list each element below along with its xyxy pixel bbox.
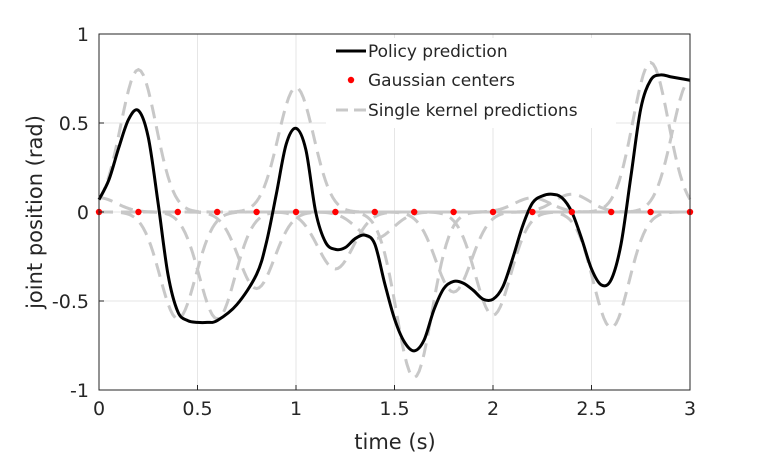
gaussian-center-point: [489, 208, 497, 216]
legend-marker-centers: [347, 76, 355, 84]
x-tick-label: 1.5: [379, 398, 409, 420]
x-tick-label: 2: [487, 398, 499, 420]
y-tick-label: -0.5: [52, 291, 89, 313]
policy-prediction-line: [97, 73, 691, 353]
gaussian-center-point: [332, 208, 339, 216]
gaussian-center-point: [174, 208, 181, 216]
y-tick-label: 1: [77, 24, 89, 46]
kernel-line-3: [99, 210, 690, 321]
gaussian-center-point: [608, 208, 615, 216]
y-axis-label: joint position (rad): [23, 115, 47, 310]
gaussian-center-point: [568, 208, 575, 216]
x-axis-label: time (s): [354, 430, 435, 454]
gaussian-center-point: [411, 208, 418, 216]
y-tick-labels: 1 0.5 0 -0.5 -1: [52, 24, 104, 402]
legend-label-policy: Policy prediction: [368, 42, 508, 62]
kernel-line-15: [99, 78, 691, 214]
x-tick-labels: 0 0.5 1 1.5 2 2.5 3: [93, 385, 696, 420]
gaussian-center-point: [529, 208, 536, 216]
y-tick-label: -1: [70, 380, 89, 402]
policy-line-group: [97, 73, 691, 353]
gaussian-center-point: [253, 208, 260, 216]
x-tick-label: 2.5: [576, 398, 606, 420]
gaussian-center-point: [647, 208, 654, 216]
gaussian-center-point: [214, 208, 221, 216]
gaussian-center-point: [371, 208, 378, 216]
single-kernel-lines: [97, 60, 692, 380]
gaussian-center-point: [450, 208, 457, 216]
legend-box: [326, 38, 616, 128]
y-tick-label: 0.5: [59, 113, 89, 135]
legend: Policy prediction Gaussian centers Singl…: [326, 38, 616, 128]
gaussian-center-markers: [95, 208, 694, 216]
y-tick-label: 0: [77, 202, 89, 224]
gaussian-center-point: [135, 208, 142, 216]
gaussian-center-point: [292, 208, 300, 216]
x-tick-label: 3: [684, 398, 696, 420]
x-tick-label: 1: [290, 398, 302, 420]
x-tick-label: 0.5: [182, 398, 212, 420]
legend-label-centers: Gaussian centers: [368, 71, 515, 91]
x-tick-label: 0: [93, 398, 105, 420]
legend-label-kernels: Single kernel predictions: [368, 101, 578, 121]
